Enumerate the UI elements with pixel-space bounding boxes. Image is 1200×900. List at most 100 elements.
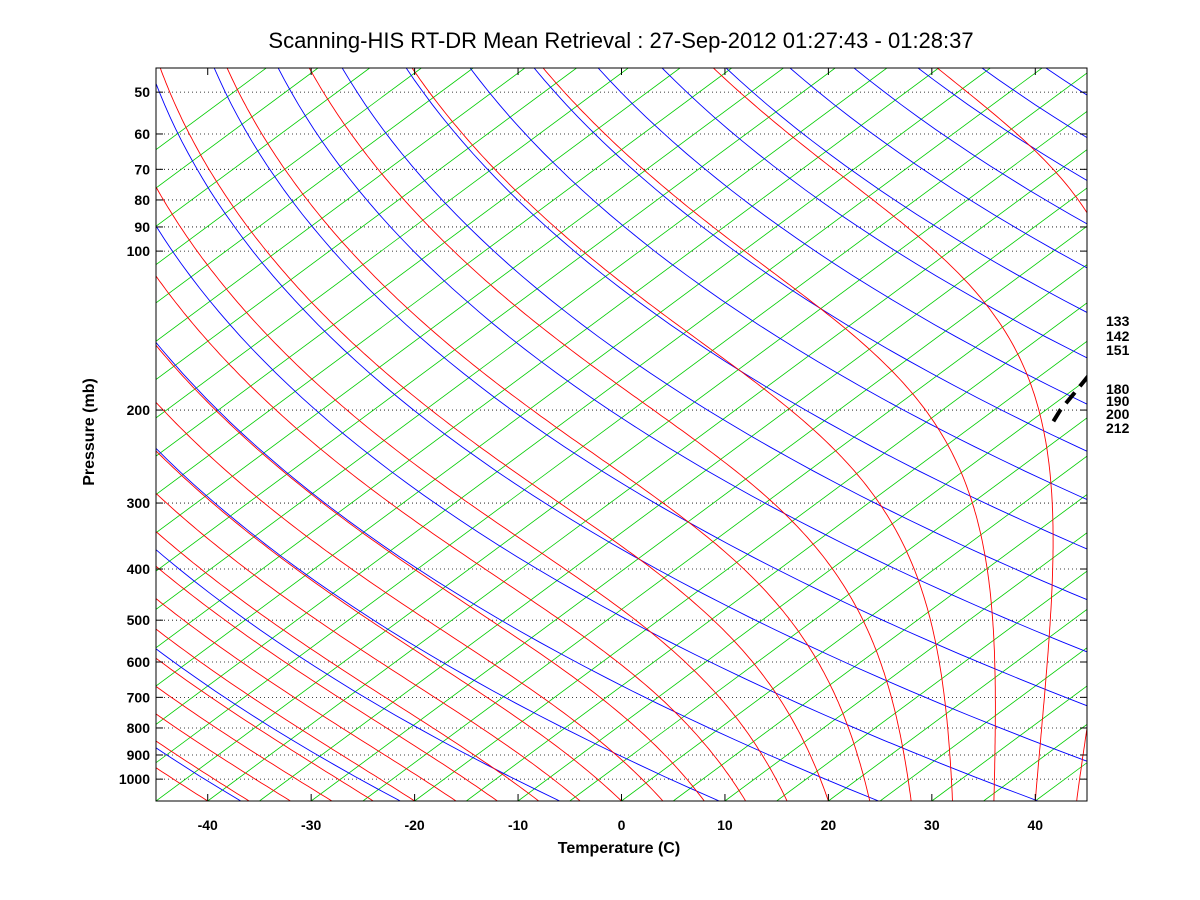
side-label-180: 180 bbox=[1106, 381, 1130, 397]
ytick-label-500: 500 bbox=[127, 612, 151, 628]
moist-adiabat-line bbox=[156, 565, 498, 801]
dry-adiabat-line bbox=[156, 225, 1039, 801]
side-label-151: 151 bbox=[1106, 342, 1130, 358]
isotherm-line bbox=[310, 225, 1087, 801]
dry-adiabat-line bbox=[341, 68, 1087, 601]
isotherm-line bbox=[156, 68, 629, 419]
side-label-190: 190 bbox=[1106, 393, 1130, 409]
ytick-label-100: 100 bbox=[127, 243, 151, 259]
moist-adiabat-line bbox=[159, 68, 829, 801]
dry-adiabat-line bbox=[277, 68, 1087, 653]
side-label-133: 133 bbox=[1106, 313, 1130, 329]
moist-adiabat-line bbox=[308, 68, 912, 801]
xtick-label--30: -30 bbox=[301, 817, 321, 833]
isotherm-line bbox=[156, 68, 474, 304]
isotherm-line bbox=[156, 68, 939, 649]
dry-adiabat-line bbox=[405, 68, 1087, 550]
isotherm-line bbox=[156, 68, 784, 534]
isotherm-line bbox=[724, 532, 1087, 801]
dry-adiabat-line bbox=[533, 68, 1087, 452]
ytick-label-800: 800 bbox=[127, 720, 151, 736]
xtick-label-20: 20 bbox=[821, 817, 837, 833]
ytick-label-400: 400 bbox=[127, 561, 151, 577]
ytick-label-70: 70 bbox=[134, 161, 150, 177]
sounding-profiles bbox=[1051, 68, 1200, 423]
isotherm-line bbox=[1139, 68, 1200, 801]
isotherm-line bbox=[156, 68, 370, 227]
moist-adiabat-line bbox=[156, 401, 664, 801]
isotherm-line bbox=[156, 68, 1043, 725]
xtick-label-40: 40 bbox=[1027, 817, 1043, 833]
isotherm-line bbox=[931, 685, 1087, 801]
ytick-label-200: 200 bbox=[127, 402, 151, 418]
moist-adiabat-line bbox=[156, 628, 415, 801]
thermo-background-lines bbox=[156, 68, 1200, 801]
isotherm-line bbox=[879, 647, 1087, 801]
moist-adiabat-line bbox=[542, 68, 996, 801]
isotherm-line bbox=[1086, 800, 1087, 801]
isotherm-line bbox=[983, 723, 1087, 801]
plot-frame bbox=[155, 67, 1088, 802]
moist-adiabat-line bbox=[156, 685, 333, 801]
moist-adiabat-line bbox=[713, 68, 1054, 801]
isotherm-line bbox=[156, 68, 422, 266]
isotherm-line bbox=[207, 149, 1087, 801]
dry-adiabat-line bbox=[1174, 68, 1200, 801]
isotherm-line bbox=[621, 455, 1087, 801]
dry-adiabat-line bbox=[789, 68, 1087, 269]
isotherm-line bbox=[156, 72, 1087, 764]
isotherm-line bbox=[414, 302, 1087, 801]
ytick-label-300: 300 bbox=[127, 495, 151, 511]
isotherm-line bbox=[156, 68, 836, 572]
isotherm-line bbox=[672, 493, 1087, 801]
moist-adiabat-line bbox=[156, 186, 788, 801]
moist-adiabat-line bbox=[156, 530, 539, 801]
xtick-label--20: -20 bbox=[404, 817, 424, 833]
dewpoint-profile-line bbox=[1051, 374, 1087, 423]
isotherm-line bbox=[776, 570, 1087, 801]
ytick-label-90: 90 bbox=[134, 219, 150, 235]
moist-adiabat-line bbox=[156, 767, 208, 801]
x-axis-label: Temperature (C) bbox=[557, 840, 681, 857]
xtick-label--40: -40 bbox=[198, 817, 218, 833]
ytick-label-80: 80 bbox=[134, 192, 150, 208]
dry-adiabat-line bbox=[725, 68, 1087, 313]
xtick-label--10: -10 bbox=[508, 817, 528, 833]
xtick-label-10: 10 bbox=[717, 817, 733, 833]
ytick-label-900: 900 bbox=[127, 747, 151, 763]
isotherm-line bbox=[156, 68, 526, 342]
side-label-200: 200 bbox=[1106, 406, 1130, 422]
xtick-label-0: 0 bbox=[618, 817, 626, 833]
dry-adiabat-line bbox=[156, 747, 242, 801]
side-label-142: 142 bbox=[1106, 328, 1130, 344]
tick-labels: 5060708090100200300400500600700800900100… bbox=[119, 84, 1130, 833]
dry-adiabat-line bbox=[917, 68, 1087, 181]
dry-adiabat-line bbox=[981, 68, 1087, 139]
isotherm-line bbox=[828, 608, 1087, 801]
dry-adiabat-line bbox=[213, 68, 1087, 707]
isotherm-line bbox=[156, 68, 319, 189]
moist-adiabat-line bbox=[226, 68, 871, 801]
isotherm-line bbox=[569, 417, 1087, 801]
isotherm-line bbox=[156, 68, 991, 687]
dry-adiabat-line bbox=[853, 68, 1087, 225]
ytick-label-60: 60 bbox=[134, 126, 150, 142]
isotherm-line bbox=[156, 68, 732, 495]
dry-adiabat-line bbox=[597, 68, 1087, 405]
xtick-label-30: 30 bbox=[924, 817, 940, 833]
ytick-label-700: 700 bbox=[127, 689, 151, 705]
moist-adiabat-line bbox=[156, 344, 705, 801]
ytick-label-1000: 1000 bbox=[119, 771, 150, 787]
dry-adiabat-line bbox=[156, 82, 1087, 762]
isotherm-line bbox=[517, 379, 1087, 801]
dry-adiabat-line bbox=[156, 447, 720, 801]
ytick-label-50: 50 bbox=[134, 84, 150, 100]
pressure-gridlines bbox=[156, 91, 1087, 780]
moist-adiabat-line bbox=[156, 275, 746, 801]
moist-adiabat-line bbox=[156, 598, 457, 801]
temperature-profile-line bbox=[1098, 68, 1200, 421]
isotherm-line bbox=[466, 340, 1087, 801]
dry-adiabat-line bbox=[156, 549, 560, 801]
ytick-label-600: 600 bbox=[127, 654, 151, 670]
moist-adiabat-line bbox=[156, 657, 374, 801]
